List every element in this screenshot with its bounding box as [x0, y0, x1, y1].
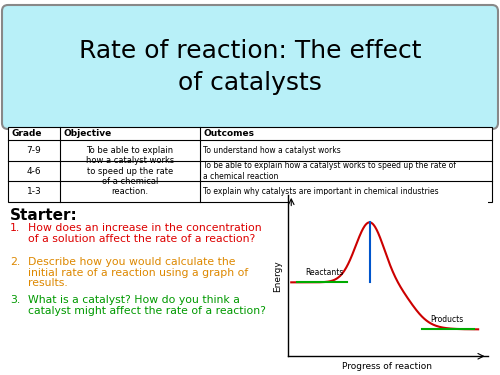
Y-axis label: Energy: Energy: [273, 260, 282, 291]
Bar: [8, 127, 492, 202]
Text: Starter:: Starter:: [10, 208, 78, 223]
Text: initial rate of a reaction using a graph of: initial rate of a reaction using a graph…: [28, 267, 248, 278]
Text: To understand how a catalyst works: To understand how a catalyst works: [203, 146, 341, 155]
Text: Outcomes: Outcomes: [203, 129, 254, 138]
Text: catalyst might affect the rate of a reaction?: catalyst might affect the rate of a reac…: [28, 306, 266, 315]
Text: results.: results.: [28, 278, 68, 288]
Text: Reactants: Reactants: [306, 268, 344, 277]
Text: 1-3: 1-3: [26, 187, 42, 196]
Text: Grade: Grade: [11, 129, 42, 138]
Text: Products: Products: [430, 315, 463, 324]
Text: What is a catalyst? How do you think a: What is a catalyst? How do you think a: [28, 295, 240, 305]
Text: 3.: 3.: [10, 295, 20, 305]
Text: Rate of reaction: The effect
of catalysts: Rate of reaction: The effect of catalyst…: [79, 39, 421, 95]
Text: 1.: 1.: [10, 223, 20, 233]
Text: of a solution affect the rate of a reaction?: of a solution affect the rate of a react…: [28, 234, 256, 243]
Text: 2.: 2.: [10, 257, 20, 267]
Text: 7-9: 7-9: [26, 146, 42, 155]
X-axis label: Progress of reaction: Progress of reaction: [342, 362, 432, 371]
Text: How does an increase in the concentration: How does an increase in the concentratio…: [28, 223, 262, 233]
Text: To explain why catalysts are important in chemical industries: To explain why catalysts are important i…: [203, 187, 438, 196]
Text: Objective: Objective: [63, 129, 111, 138]
Text: Describe how you would calculate the: Describe how you would calculate the: [28, 257, 236, 267]
Text: 4-6: 4-6: [26, 166, 42, 176]
Text: To be able to explain
how a catalyst works
to speed up the rate
of a chemical
re: To be able to explain how a catalyst wor…: [86, 146, 174, 196]
Text: To be able to explain how a catalyst works to speed up the rate of
a chemical re: To be able to explain how a catalyst wor…: [203, 161, 456, 181]
FancyBboxPatch shape: [2, 5, 498, 129]
